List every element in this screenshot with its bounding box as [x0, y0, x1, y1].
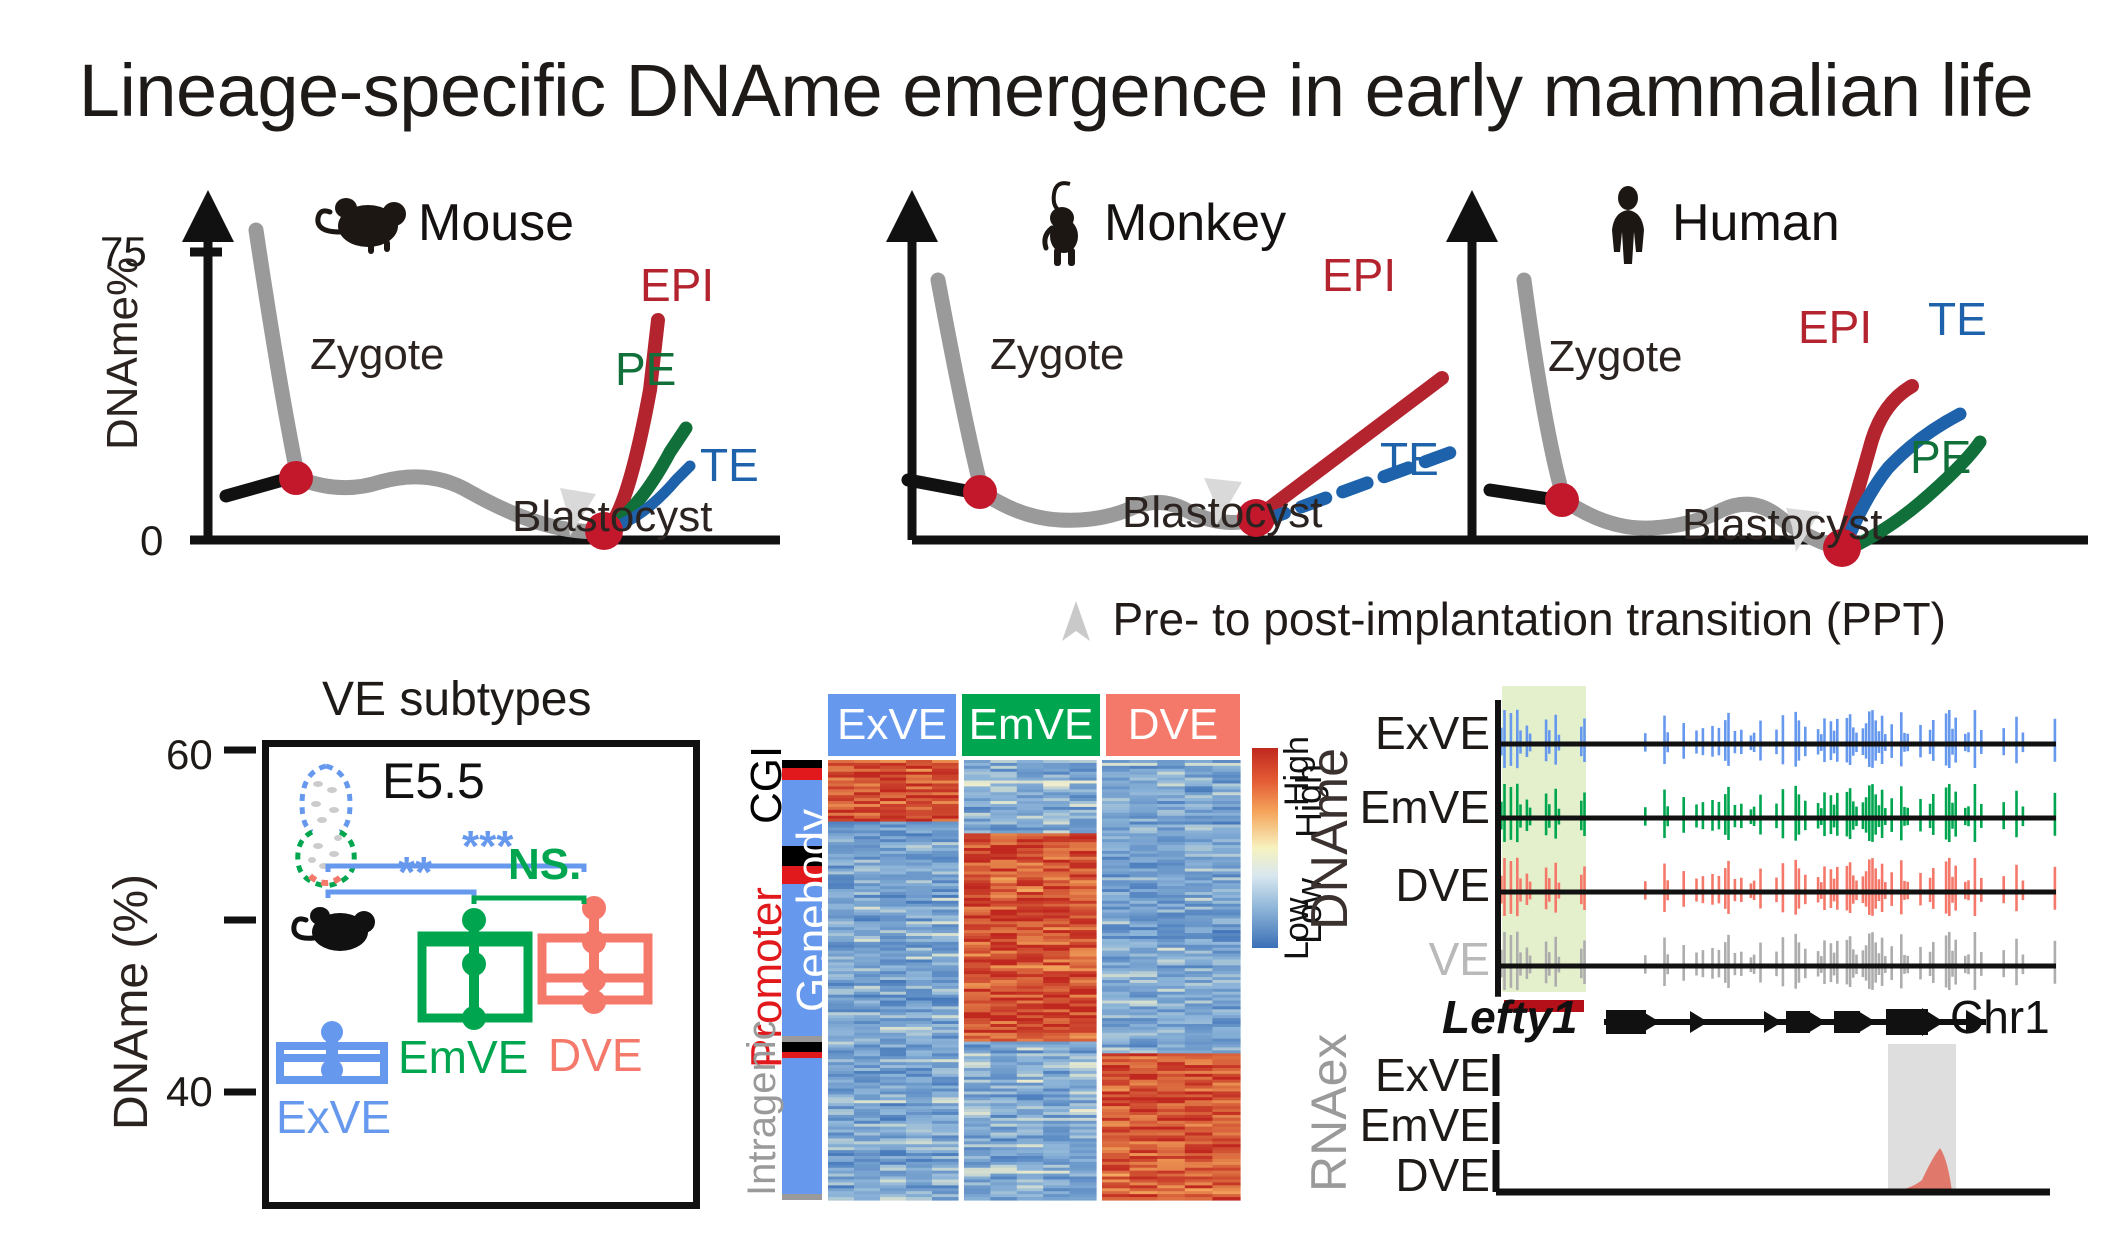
y-tick-0-mouse: 0 [140, 517, 163, 565]
blastocyst-label-human: Blastocyst [1682, 500, 1883, 550]
boxplot-y-tick-60: 60 [166, 731, 213, 779]
heatmap-body [828, 760, 1240, 1200]
lineage-label-te-human: TE [1928, 292, 1987, 346]
ppt-arrowhead-icon [1058, 597, 1094, 645]
gene-model-diagram [1604, 998, 2004, 1046]
lineage-label-te-monkey: TE [1380, 432, 1439, 486]
heatmap-column-header-emve: EmVE [962, 694, 1100, 756]
ppt-legend-label: Pre- to post-implantation transition (PP… [1112, 593, 1945, 645]
species-label-mouse: Mouse [418, 193, 574, 253]
y-axis-label-mouse: DNAme% [98, 257, 148, 450]
species-label-monkey: Monkey [1104, 193, 1286, 253]
blastocyst-label-mouse: Blastocyst [512, 492, 713, 542]
heatmap-colorbar [1252, 748, 1278, 948]
blastocyst-label-monkey: Blastocyst [1122, 488, 1323, 538]
zygote-label-mouse: Zygote [310, 330, 445, 380]
zygote-node [1545, 483, 1579, 517]
boxplot-title: VE subtypes [322, 672, 591, 727]
lineage-label-epi-human: EPI [1798, 300, 1872, 354]
mouse-silhouette-icon [310, 198, 410, 256]
lineage-label-te-mouse: TE [700, 438, 759, 492]
heatmap-column-header-exve: ExVE [828, 694, 956, 756]
figure-title: Lineage-specific DNAme emergence in earl… [0, 48, 2112, 133]
zygote-label-human: Zygote [1548, 332, 1683, 382]
track-label-dve: DVE [1340, 858, 1490, 912]
box-emve [422, 908, 528, 1030]
track-label-ve: VE [1340, 932, 1490, 986]
species-label-human: Human [1672, 193, 1840, 253]
pre-zygote-segment [908, 480, 972, 492]
zygote-label-monkey: Zygote [990, 330, 1125, 380]
gene-name-label: Lefty1 [1442, 990, 1577, 1044]
boxplot-group-label-emve: EmVE [398, 1030, 528, 1084]
genome-track-rna-area [1490, 1040, 2086, 1220]
lineage-label-epi-mouse: EPI [640, 258, 714, 312]
lineage-label-epi-monkey: EPI [1322, 248, 1396, 302]
heatmap-annotation-label-cgi: CGI [742, 746, 792, 824]
rna-track-label-exve: ExVE [1332, 1048, 1490, 1102]
lineage-label-pe-mouse: PE [615, 342, 676, 396]
box-exve [280, 1021, 384, 1081]
heatmap-annotation-label-intragenic: Intragenic [740, 1020, 785, 1196]
rna-track-label-dve: DVE [1332, 1148, 1490, 1202]
zygote-node [963, 475, 997, 509]
significance-label-exve-dve: *** [462, 822, 513, 872]
significance-label-exve-emve: ** [398, 848, 432, 898]
monkey-silhouette-icon [1032, 178, 1106, 266]
track-label-emve: EmVE [1312, 780, 1490, 834]
zygote-node [279, 461, 313, 495]
boxplot-group-label-dve: DVE [548, 1028, 643, 1082]
chromosome-label: Chr1 [1950, 990, 2050, 1044]
genome-track-scale-low: Low [1278, 898, 1317, 960]
significance-label-emve-dve: NS. [508, 840, 581, 890]
track-label-exve: ExVE [1340, 706, 1490, 760]
ppt-legend: Pre- to post-implantation transition (PP… [1058, 592, 1946, 646]
lineage-label-pe-human: PE [1910, 430, 1971, 484]
rna-track-label-emve: EmVE [1306, 1098, 1490, 1152]
box-dve [542, 896, 648, 1014]
genome-track-dname-area [1494, 686, 2084, 1006]
boxplot-y-tick-40: 40 [166, 1068, 213, 1116]
heatmap-column-header-dve: DVE [1106, 694, 1240, 756]
boxplot-group-label-exve: ExVE [276, 1090, 391, 1144]
human-silhouette-icon [1596, 186, 1660, 266]
boxplot-y-axis-label: DNAme (%) [104, 874, 159, 1130]
